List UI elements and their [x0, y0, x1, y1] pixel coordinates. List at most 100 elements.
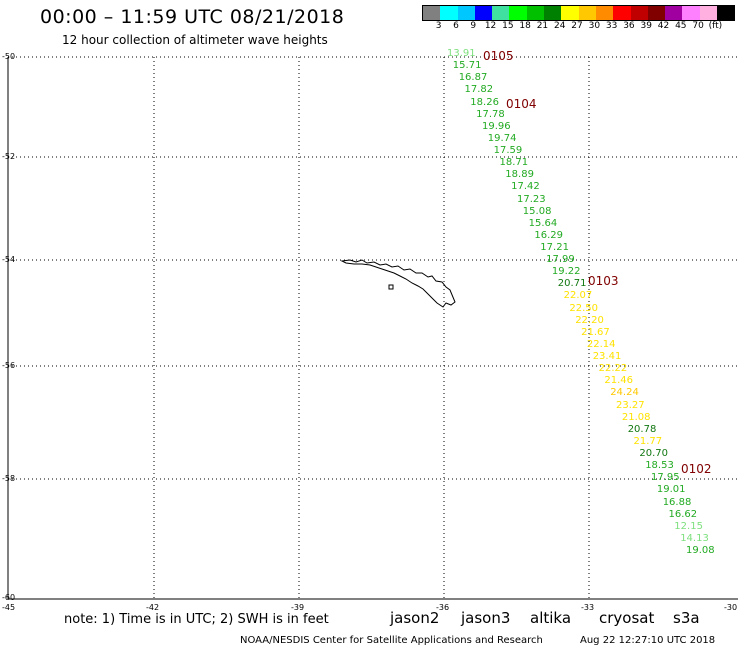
wave-height-value: 22.22 — [598, 363, 628, 375]
grid-lines — [8, 56, 738, 599]
y-tick-label: -52 — [2, 152, 16, 161]
wave-height-value: 18.26 — [470, 96, 499, 108]
legend-label: 12 — [484, 21, 497, 31]
x-tick-label: -39 — [291, 603, 305, 612]
map-frame — [7, 57, 738, 600]
y-tick-label: -58 — [2, 474, 16, 483]
x-tick-label: -36 — [436, 603, 450, 612]
wave-height-value: 19.74 — [487, 132, 517, 144]
wave-height-value: 15.08 — [522, 205, 552, 217]
wave-height-value: 22.20 — [575, 314, 604, 326]
legend-swatch — [544, 6, 562, 20]
wave-height-value: 17.78 — [476, 108, 505, 120]
x-tick-label: -33 — [581, 603, 595, 612]
legend-label: 24 — [554, 21, 566, 31]
wave-height-value: 23.41 — [592, 351, 622, 362]
wave-height-value: 16.88 — [662, 496, 692, 508]
legend-label: 9 — [470, 21, 477, 31]
wave-height-value: 15.64 — [528, 217, 558, 229]
wave-height-value: 22.07 — [563, 290, 593, 302]
wave-height-value: 20.70 — [639, 448, 669, 459]
color-legend-bar — [422, 5, 736, 21]
satellite-legend-altika: altika — [530, 609, 572, 627]
wave-height-value: 16.87 — [458, 72, 488, 84]
legend-swatch — [492, 6, 510, 20]
legend-swatch — [457, 6, 475, 20]
legend-label: 70 — [692, 21, 704, 31]
wave-height-value: 17.95 — [651, 472, 680, 484]
legend-label: (ft) — [708, 21, 723, 31]
wave-height-value: 20.71 — [557, 278, 587, 290]
x-tick-label: -30 — [724, 603, 738, 612]
wave-height-value: 23.27 — [616, 399, 645, 411]
legend-label: 21 — [536, 21, 549, 31]
wave-height-value: 16.29 — [534, 229, 564, 241]
wave-height-value: 16.62 — [668, 508, 698, 520]
legend-label: 33 — [605, 21, 618, 31]
legend-swatch — [440, 6, 458, 20]
x-tick-label: -45 — [2, 603, 16, 612]
page-title: 00:00 – 11:59 UTC 08/21/2018 — [40, 6, 345, 28]
wave-height-value: 14.13 — [680, 532, 709, 544]
credit-text: NOAA/NESDIS Center for Satellite Applica… — [240, 635, 543, 646]
legend-swatch — [423, 6, 441, 20]
wave-height-value: 24.24 — [610, 387, 639, 399]
legend-swatch — [717, 6, 735, 20]
wave-height-value: 19.08 — [686, 545, 715, 556]
wave-height-value: 15.71 — [452, 60, 482, 72]
legend-swatch — [526, 6, 545, 20]
satellite-legend-s3a: s3a — [673, 609, 700, 627]
legend-swatch — [474, 6, 493, 20]
pass-label: 0102 — [681, 462, 712, 476]
wave-height-value: 21.46 — [604, 375, 634, 387]
wave-height-value: 13.91 — [447, 48, 476, 59]
legend-label: 27 — [571, 21, 583, 31]
legend-swatch — [630, 6, 648, 20]
y-tick-label: -56 — [2, 361, 16, 370]
legend-label: 3 — [435, 21, 442, 31]
wave-height-value: 18.53 — [645, 460, 674, 472]
legend-swatch — [699, 6, 718, 20]
legend-label: 36 — [623, 21, 635, 31]
wave-height-value: 19.22 — [551, 266, 581, 278]
wave-height-value: 17.21 — [540, 242, 569, 253]
color-legend-labels: 3 6 9 12 15 18 21 24 27 30 33 36 39 42 45 70 (ft) — [422, 21, 724, 31]
satellite-legend-jason3: jason3 — [461, 609, 511, 627]
wave-height-value: 17.42 — [511, 181, 540, 193]
wave-height-value: 22.14 — [586, 338, 616, 350]
legend-swatch — [595, 6, 614, 20]
legend-label: 42 — [657, 21, 670, 31]
generated-timestamp: Aug 22 12:27:10 UTC 2018 — [580, 635, 716, 646]
wave-height-value: 18.71 — [499, 157, 529, 169]
wave-height-value: 12.15 — [674, 520, 703, 532]
satellite-legend-jason2: jason2 — [390, 609, 440, 627]
wave-height-value: 19.96 — [482, 120, 511, 132]
wave-height-value: 17.59 — [493, 145, 523, 156]
y-tick-label: -54 — [2, 255, 16, 264]
legend-swatch — [578, 6, 596, 20]
pass-label: 0104 — [506, 97, 537, 111]
wave-height-value: 20.78 — [627, 423, 657, 435]
island-outline — [340, 259, 456, 308]
legend-swatch — [509, 6, 527, 20]
pass-label: 0103 — [588, 274, 619, 288]
pass-label: 0105 — [483, 49, 514, 63]
legend-label: 45 — [675, 21, 687, 31]
legend-label: 30 — [588, 21, 601, 31]
wave-height-value: 21.08 — [621, 411, 651, 423]
satellite-legend-cryosat: cryosat — [599, 609, 655, 627]
wave-height-value: 19.01 — [656, 484, 686, 496]
y-tick-label: -60 — [2, 593, 16, 602]
wave-height-value: 17.23 — [517, 193, 546, 205]
legend-label: 6 — [453, 21, 459, 31]
wave-height-value: 17.99 — [546, 254, 575, 266]
wave-height-value: 22.50 — [569, 302, 599, 314]
page-subtitle: 12 hour collection of altimeter wave hei… — [62, 33, 328, 47]
wave-height-value: 18.89 — [505, 169, 534, 181]
legend-label: 39 — [640, 21, 652, 31]
x-tick-label: -42 — [146, 603, 160, 612]
footer-note: note: 1) Time is in UTC; 2) SWH is in fe… — [64, 612, 329, 627]
legend-swatch — [561, 6, 579, 20]
legend-swatch — [647, 6, 666, 20]
